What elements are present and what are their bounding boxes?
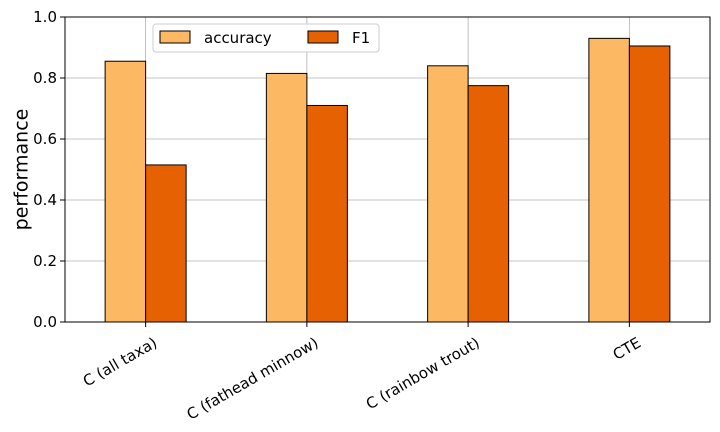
y-axis-title: performance: [11, 109, 33, 231]
y-axis-ticks: 0.0 0.2 0.4 0.6 0.8 1.0: [33, 8, 65, 331]
legend-swatch: [307, 30, 339, 44]
x-tick-label: C (all taxa): [80, 334, 160, 391]
y-tick-label: 0.2: [33, 252, 57, 270]
bar-accuracy: [588, 37, 630, 323]
bar-accuracy: [265, 72, 308, 323]
bars: [104, 37, 671, 323]
y-tick-label: 1.0: [33, 8, 57, 26]
bar-f1: [467, 85, 510, 323]
y-tick-label: 0.8: [33, 69, 57, 87]
bar-f1: [628, 45, 671, 323]
bar-accuracy: [427, 65, 469, 323]
bar-f1: [145, 164, 187, 323]
y-tick-label: 0.0: [33, 313, 57, 331]
x-tick-label: C (fathead minnow): [184, 334, 322, 424]
plot-frame: [64, 16, 711, 323]
x-tick-label: C (rainbow trout): [363, 334, 483, 414]
legend-label: accuracy: [204, 29, 272, 47]
y-tick-label: 0.6: [33, 130, 57, 148]
legend-label: F1: [352, 29, 370, 47]
bar-accuracy: [104, 60, 147, 323]
bar-f1: [306, 104, 348, 323]
x-axis-ticks: C (all taxa) C (fathead minnow) C (rainbow…: [80, 322, 644, 424]
legend-swatch: [159, 30, 191, 44]
y-tick-label: 0.4: [33, 191, 57, 209]
x-tick-label: CTE: [610, 334, 644, 364]
legend: accuracy F1: [152, 23, 380, 53]
